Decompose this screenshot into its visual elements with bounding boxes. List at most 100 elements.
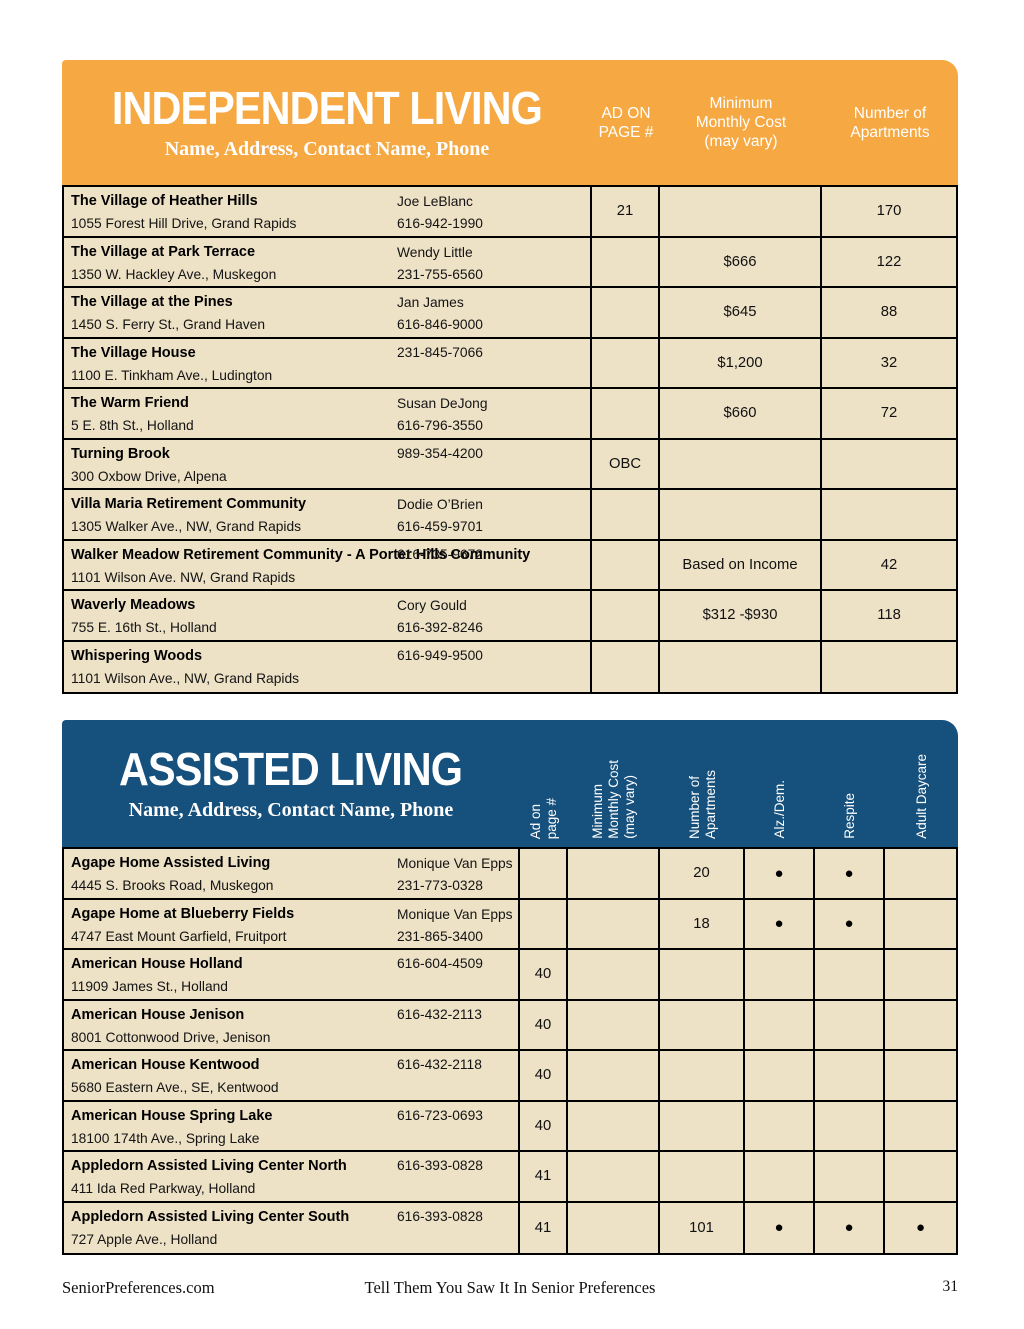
contact-name: Joe LeBlanc: [397, 194, 473, 209]
respite-cell: [813, 1101, 883, 1150]
feature-dot-icon: ●: [774, 864, 784, 882]
adult-daycare-cell: ●: [883, 1202, 956, 1253]
column-header-alz-dem-wrap: Alz./Dem.: [745, 720, 815, 847]
assisted-living-title: ASSISTED LIVING: [119, 742, 463, 795]
facility-name: Whispering Woods: [71, 647, 203, 664]
assisted-living-row: Agape Home at Blueberry Fields 4747 East …: [64, 899, 956, 950]
footer-website: SeniorPreferences.com: [62, 1278, 215, 1297]
assisted-living-row: Appledorn Assisted Living Center South 72…: [64, 1202, 956, 1253]
footer-page-number: 31: [942, 1278, 959, 1295]
ad-page-cell: [590, 237, 658, 286]
apartments-cell: 170: [820, 187, 956, 236]
cost-cell: [658, 490, 820, 539]
independent-living-title: INDEPENDENT LIVING: [111, 81, 543, 134]
facility-name: The Village of Heather Hills: [71, 193, 258, 209]
respite-cell: [813, 1000, 883, 1049]
alz-dem-cell: [743, 950, 813, 999]
contact-phone: 231-773-0328: [397, 878, 483, 893]
alz-dem-cell: [743, 1000, 813, 1049]
apartments-cell: 72: [820, 389, 956, 438]
assisted-living-rows: Agape Home Assisted Living 4445 S. Brooks…: [62, 847, 958, 1255]
contact-block: 616-432-2118: [397, 1054, 482, 1076]
apartments-cell: [658, 1101, 743, 1150]
contact-name: Jan James: [397, 295, 464, 310]
contact-block: 616-949-9500: [397, 645, 483, 667]
independent-living-subtitle: Name, Address, Contact Name, Phone: [164, 137, 490, 160]
facility-address: 4747 East Mount Garfield, Fruitport: [71, 928, 287, 944]
contact-name: Cory Gould: [397, 598, 467, 613]
feature-dot-icon: ●: [915, 1219, 926, 1237]
facility-name: The Village at the Pines: [71, 294, 233, 310]
contact-phone: 616-949-9500: [397, 647, 483, 663]
column-header-monthly-cost: Minimum Monthly Cost (may vary): [590, 760, 637, 839]
alz-dem-cell: [743, 1101, 813, 1150]
respite-cell: ●: [813, 849, 883, 898]
column-header-respite: Respite: [842, 793, 857, 839]
independent-living-row: Walker Meadow Retirement Community - A P…: [64, 540, 956, 591]
respite-cell: [813, 1152, 883, 1201]
assisted-living-section: ASSISTED LIVING Name, Address, Contact N…: [62, 720, 958, 1255]
column-header-ad-page-wrap: Ad on page #: [520, 720, 568, 847]
facility-cell: Turning Brook 300 Oxbow Drive, Alpena 989-…: [64, 440, 590, 489]
contact-phone: 616-393-0828: [397, 1158, 483, 1173]
contact-block: 616-432-2113: [397, 1004, 482, 1026]
facility-address: 5680 Eastern Ave., SE, Kentwood: [71, 1080, 279, 1095]
adult-daycare-cell: [883, 950, 956, 999]
cost-cell: $666: [658, 237, 820, 286]
adult-daycare-cell: [883, 1051, 956, 1100]
facility-name: The Village at Park Terrace: [71, 243, 256, 260]
ad-page-cell: [590, 338, 658, 387]
facility-cell: The Village at Park Terrace 1350 W. Hackl…: [64, 238, 590, 287]
facility-cell: The Village at the Pines 1450 S. Ferry St…: [64, 288, 590, 337]
facility-address: 727 Apple Ave., Holland: [71, 1231, 218, 1247]
facility-cell: Agape Home Assisted Living 4445 S. Brooks…: [64, 849, 518, 898]
cost-cell: Based on Income: [658, 540, 820, 589]
apartments-cell: 118: [820, 591, 956, 640]
facility-address: 1101 Wilson Ave. NW, Grand Rapids: [71, 569, 296, 585]
facility-address: 300 Oxbow Drive, Alpena: [71, 468, 227, 484]
feature-dot-icon: ●: [774, 1219, 784, 1237]
contact-block: Dodie O’Brien 616-459-9701: [397, 493, 483, 538]
cost-cell: [658, 187, 820, 236]
apartments-cell: 20: [658, 849, 743, 898]
apartments-cell: [820, 439, 956, 488]
apartments-cell: [820, 490, 956, 539]
respite-cell: [813, 1051, 883, 1100]
contact-name: Susan DeJong: [397, 396, 488, 411]
facility-cell: Whispering Woods 1101 Wilson Ave., NW, Gr…: [64, 642, 590, 693]
contact-phone: 616-604-4509: [397, 956, 483, 971]
adult-daycare-cell: [883, 899, 956, 948]
column-header-monthly-cost-wrap: Minimum Monthly Cost (may vary): [568, 720, 660, 847]
ad-page-cell: 40: [518, 950, 566, 999]
contact-phone: 989-354-4200: [397, 445, 483, 461]
facility-name: Waverly Meadows: [71, 597, 196, 613]
column-header-apartments: Number of Apartments: [850, 104, 930, 141]
cost-cell: $645: [658, 288, 820, 337]
facility-name: Walker Meadow Retirement Community - A P…: [71, 546, 531, 563]
adult-daycare-cell: [883, 1000, 956, 1049]
apartments-cell: 42: [820, 540, 956, 589]
apartments-cell: [658, 1152, 743, 1201]
apartments-cell: 101: [658, 1202, 743, 1253]
section-gap: [62, 694, 958, 720]
adult-daycare-cell: [883, 849, 956, 898]
facility-address: 1055 Forest Hill Drive, Grand Rapids: [71, 216, 297, 231]
contact-name: Monique Van Epps: [397, 856, 513, 871]
contact-phone: 616-393-0828: [397, 1208, 483, 1224]
facility-cell: The Village House 1100 E. Tinkham Ave., L…: [64, 339, 590, 388]
cost-cell: [566, 1152, 658, 1201]
contact-phone: 616-846-9000: [397, 317, 483, 332]
apartments-cell: 88: [820, 288, 956, 337]
contact-phone: 231-755-6560: [397, 266, 483, 282]
facility-cell: Appledorn Assisted Living Center North 41…: [64, 1152, 518, 1201]
cost-cell: [658, 439, 820, 488]
contact-phone: 616-796-3550: [397, 418, 483, 433]
ad-page-cell: [590, 288, 658, 337]
respite-cell: ●: [813, 899, 883, 948]
facility-name: Agape Home Assisted Living: [71, 855, 271, 871]
apartments-cell: [820, 641, 956, 692]
ad-page-cell: [590, 389, 658, 438]
independent-living-row: The Village at the Pines 1450 S. Ferry St…: [64, 288, 956, 339]
column-header-adult-daycare-wrap: Adult Daycare: [885, 720, 958, 847]
ad-page-cell: 21: [590, 187, 658, 236]
